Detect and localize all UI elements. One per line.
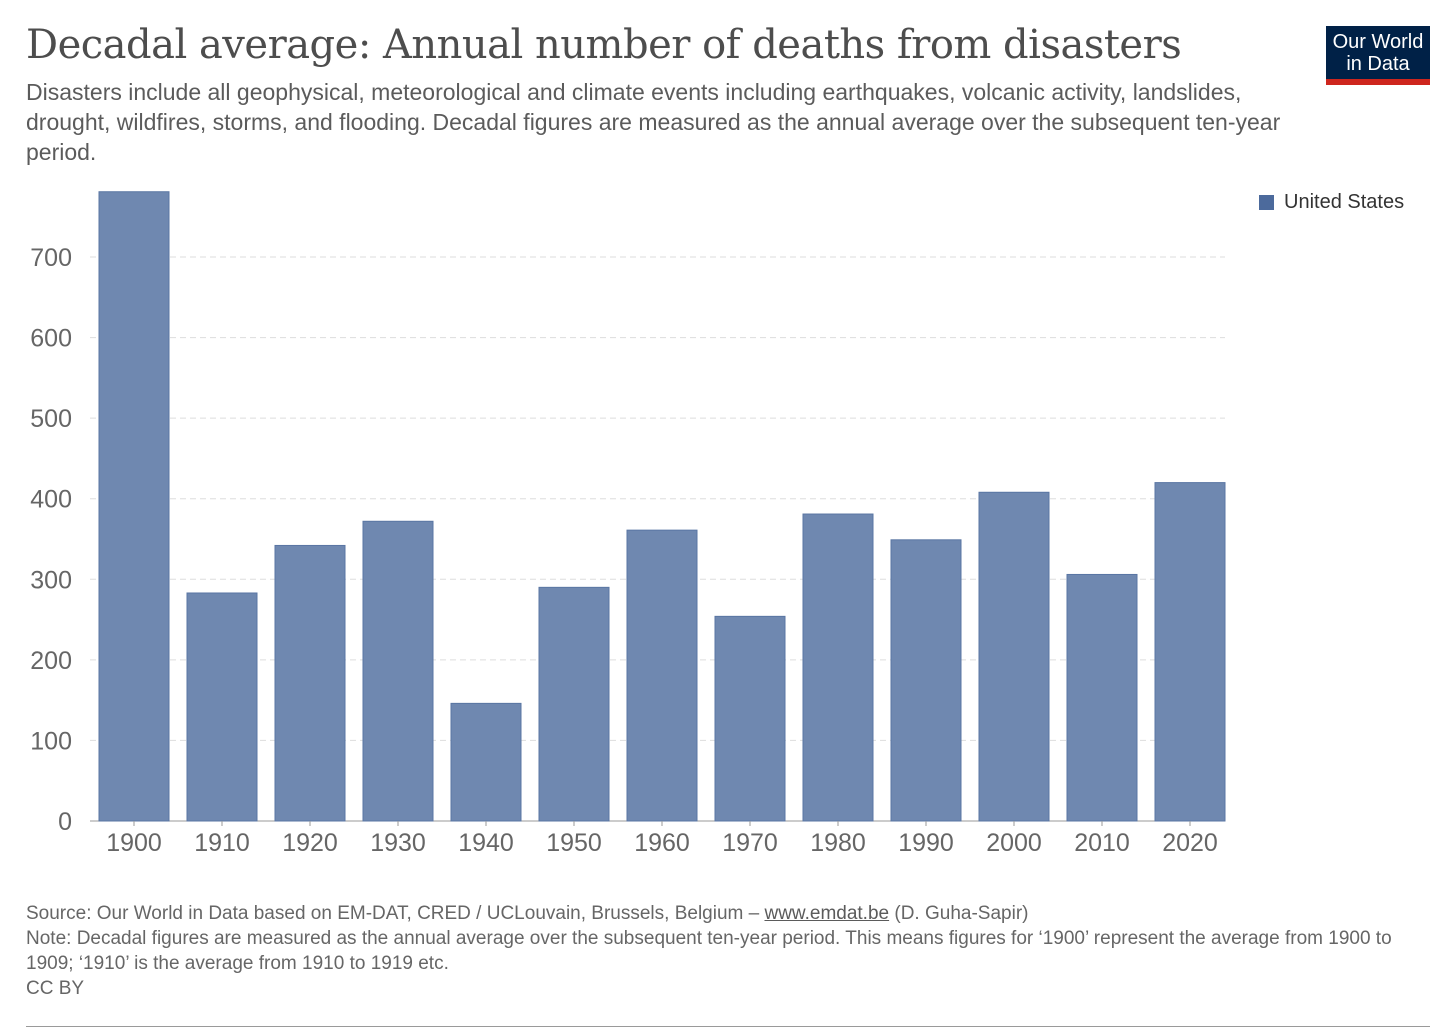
note-text: Note: Decadal figures are measured as th… <box>26 928 1392 974</box>
source-line: Source: Our World in Data based on EM-DA… <box>26 901 1426 926</box>
bar-1900[interactable] <box>98 191 170 822</box>
y-tick-label: 500 <box>30 405 72 433</box>
bar-1940[interactable] <box>450 702 522 822</box>
x-tick-label: 1900 <box>106 829 162 857</box>
owid-logo[interactable]: Our World in Data <box>1326 26 1430 85</box>
x-tick-label: 1980 <box>810 829 866 857</box>
y-tick-label: 300 <box>30 566 72 594</box>
legend-swatch <box>1259 195 1274 210</box>
source-prefix: Source: Our World in Data based on EM-DA… <box>26 903 765 924</box>
legend-label: United States <box>1284 191 1405 213</box>
x-tick-label: 2020 <box>1162 829 1218 857</box>
legend[interactable]: United States <box>1259 191 1404 214</box>
y-tick-label: 100 <box>30 727 72 755</box>
bar-2020[interactable] <box>1154 482 1226 822</box>
bar-2010[interactable] <box>1066 573 1138 822</box>
chart-subtitle: Disasters include all geophysical, meteo… <box>26 79 1281 165</box>
x-tick-label: 1970 <box>722 829 778 857</box>
x-tick-label: 1990 <box>898 829 954 857</box>
bar-1990[interactable] <box>890 539 962 822</box>
y-axis-ticks: 0 100 200 300 400 500 600 700 <box>30 244 72 836</box>
bar-1980[interactable] <box>802 513 874 822</box>
y-tick-label: 0 <box>58 808 72 836</box>
source-suffix: (D. Guha-Sapir) <box>889 903 1029 924</box>
x-tick-label: 2010 <box>1074 829 1130 857</box>
logo-line-2: in Data <box>1346 53 1410 75</box>
chart-title: Decadal average: Annual number of deaths… <box>26 22 1182 68</box>
x-tick-label: 1950 <box>546 829 602 857</box>
x-tick-label: 1940 <box>458 829 514 857</box>
x-tick-label: 2000 <box>986 829 1042 857</box>
bar-1950[interactable] <box>538 586 610 822</box>
bar-1920[interactable] <box>274 544 346 822</box>
bar-1910[interactable] <box>186 592 258 822</box>
bar-1960[interactable] <box>626 529 698 822</box>
bar-2000[interactable] <box>978 491 1050 822</box>
license-text[interactable]: CC BY <box>26 978 85 999</box>
x-tick-label: 1930 <box>370 829 426 857</box>
x-axis-ticks: 1900 1910 1920 1930 1940 1950 1960 1970 1980 1990… <box>106 821 1218 857</box>
logo-line-1: Our World <box>1332 31 1424 53</box>
bar-1970[interactable] <box>714 615 786 822</box>
y-tick-label: 400 <box>30 486 72 514</box>
y-tick-label: 200 <box>30 647 72 675</box>
y-tick-label: 600 <box>30 325 72 353</box>
x-tick-label: 1920 <box>282 829 338 857</box>
y-tick-label: 700 <box>30 244 72 272</box>
bottom-divider <box>26 1026 1430 1027</box>
bars <box>98 191 1226 822</box>
x-tick-label: 1910 <box>194 829 250 857</box>
bar-1930[interactable] <box>362 520 434 822</box>
x-tick-label: 1960 <box>634 829 690 857</box>
footer: Source: Our World in Data based on EM-DA… <box>26 901 1426 1001</box>
source-link[interactable]: www.emdat.be <box>764 903 890 924</box>
